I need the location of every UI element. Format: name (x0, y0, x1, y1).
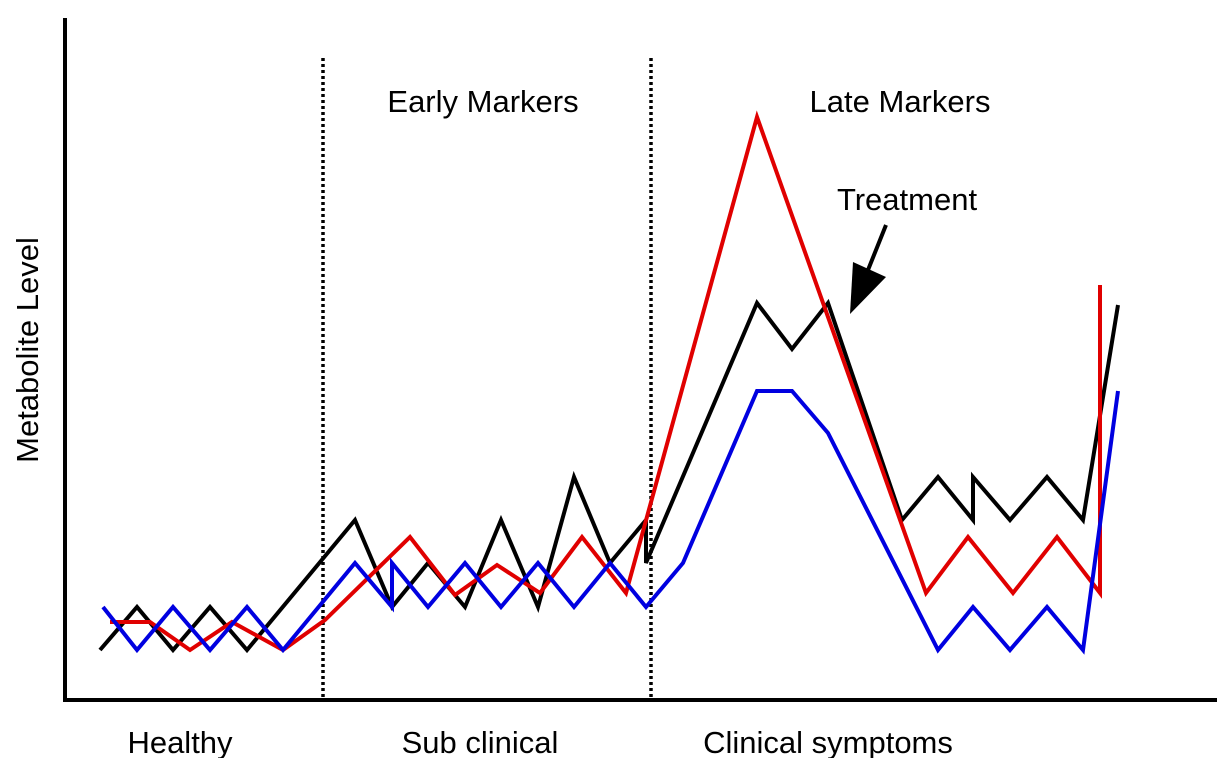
y-axis-label: Metabolite Level (10, 237, 45, 463)
series-line (98, 298, 1120, 654)
treatment-arrow (850, 224, 888, 314)
annotation: Late Markers (810, 84, 991, 119)
annotation: Early Markers (387, 84, 578, 119)
region-label: Healthy (127, 725, 233, 758)
region-label: Clinical symptoms (703, 725, 953, 758)
region-label: Sub clinical (402, 725, 559, 758)
series-line (101, 389, 1120, 655)
annotation: Treatment (837, 182, 978, 217)
